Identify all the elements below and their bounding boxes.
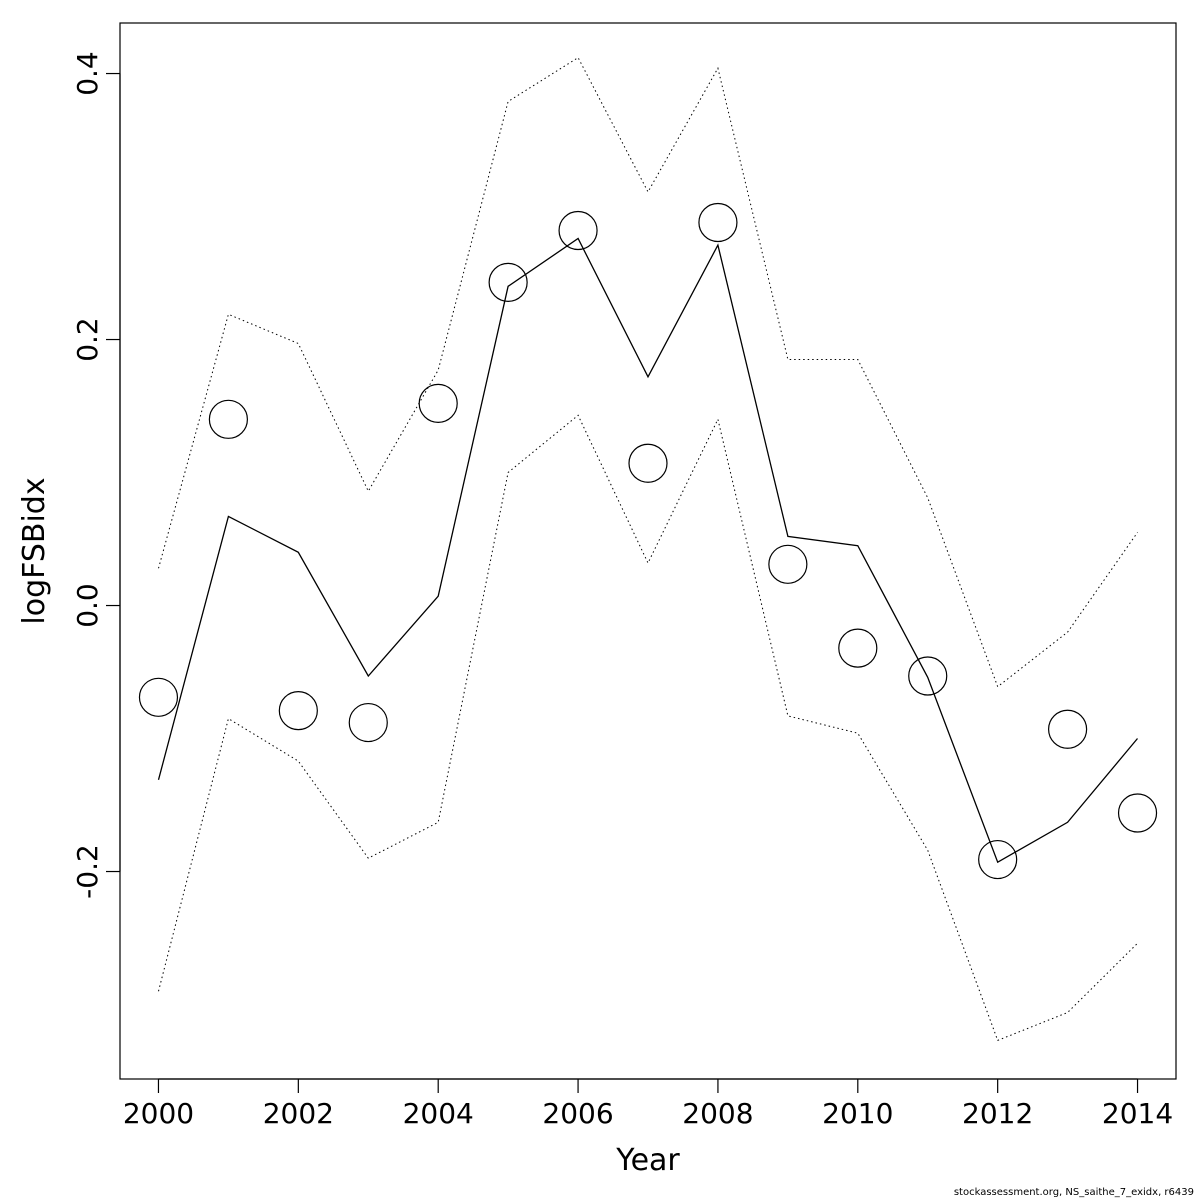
data-point bbox=[488, 262, 528, 302]
x-tick-label: 2014 bbox=[1102, 1097, 1173, 1130]
data-point bbox=[1048, 709, 1088, 749]
y-axis: -0.2 0.0 0.2 0.4 bbox=[71, 51, 121, 899]
y-axis-title: logFSBidx bbox=[17, 477, 52, 624]
x-tick-label: 2008 bbox=[682, 1097, 753, 1130]
y-tick-label: 0.4 bbox=[71, 51, 104, 96]
data-point bbox=[768, 544, 808, 584]
data-point bbox=[908, 656, 948, 696]
x-axis: 2000 2002 2004 2006 2008 2010 2012 2014 bbox=[123, 1078, 1173, 1130]
x-tick-label: 2000 bbox=[123, 1097, 194, 1130]
upper-bound-line bbox=[158, 56, 1138, 688]
data-point bbox=[208, 399, 248, 439]
data-point bbox=[978, 839, 1018, 880]
data-point bbox=[838, 628, 878, 668]
fitted-line bbox=[157, 237, 1138, 864]
observed-points bbox=[138, 202, 1158, 880]
x-tick-label: 2006 bbox=[542, 1097, 613, 1130]
data-point bbox=[418, 383, 458, 423]
data-point bbox=[628, 443, 668, 483]
data-point bbox=[1117, 793, 1158, 833]
x-axis-title: Year bbox=[615, 1143, 680, 1178]
x-tick-label: 2012 bbox=[962, 1097, 1033, 1130]
x-tick-label: 2004 bbox=[403, 1097, 474, 1130]
plot-frame bbox=[119, 22, 1177, 1080]
series-layer bbox=[138, 56, 1158, 1042]
y-tick-label: 0.2 bbox=[71, 317, 104, 362]
x-tick-label: 2010 bbox=[822, 1097, 893, 1130]
y-tick-label: 0.0 bbox=[71, 583, 104, 628]
data-point bbox=[138, 677, 179, 717]
footer-note: stockassessment.org, NS_saithe_7_exidx, … bbox=[953, 1187, 1194, 1198]
y-tick-label: -0.2 bbox=[71, 844, 104, 899]
x-tick-label: 2002 bbox=[263, 1097, 334, 1130]
data-point bbox=[558, 210, 598, 251]
data-point bbox=[698, 202, 738, 243]
data-point bbox=[348, 702, 388, 743]
data-point bbox=[278, 690, 318, 731]
